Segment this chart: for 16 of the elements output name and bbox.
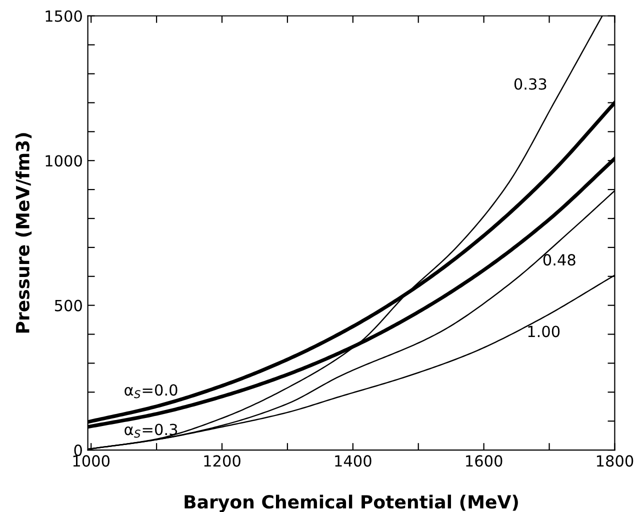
series-label: α$_{S}$=0.0 (124, 384, 178, 398)
x-tick-label: 1200 (204, 455, 240, 467)
y-tick-label: 500 (54, 300, 82, 312)
y-tick-label: 1500 (46, 10, 82, 22)
y-axis-title: Pressure (MeV/fm3) (15, 133, 32, 333)
y-tick-label: 0 (74, 444, 82, 456)
x-tick-label: 1400 (335, 455, 372, 467)
x-tick-label: 1600 (466, 455, 502, 467)
series-label: 0.33 (514, 78, 546, 90)
x-tick-label: 1800 (596, 455, 634, 467)
x-axis-title: Baryon Chemical Potential (MeV) (184, 494, 518, 512)
series-label: α$_{S}$=0.3 (124, 424, 178, 438)
series-label: 1.00 (528, 326, 560, 338)
y-tick-label: 1000 (46, 155, 82, 167)
x-tick-label: 1000 (73, 455, 110, 467)
series-label: 0.48 (543, 254, 576, 266)
